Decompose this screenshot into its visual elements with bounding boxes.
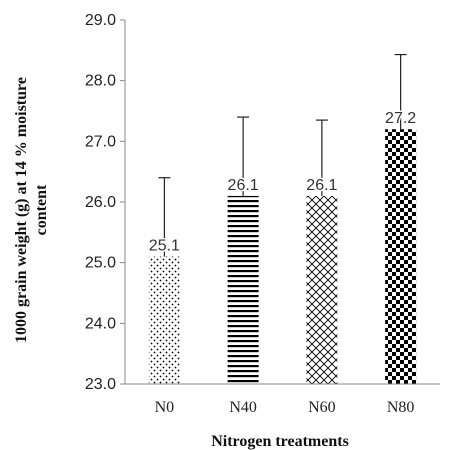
x-axis-labels: N0 N40 N60 N80	[155, 399, 415, 416]
bar-n60	[306, 195, 338, 384]
data-labels: 25.1 26.1 26.1 27.2	[147, 109, 417, 256]
bars	[148, 129, 417, 384]
x-tick-label: N0	[155, 399, 175, 416]
bar-n40	[227, 195, 259, 384]
x-tick-label: N80	[387, 399, 415, 416]
data-label-n0: 25.1	[149, 238, 180, 255]
bar-n80	[385, 129, 417, 384]
x-axis-title: Nitrogen treatments	[211, 433, 349, 450]
data-label-n40: 26.1	[228, 177, 259, 194]
y-axis-ticks: 23.0 24.0 25.0 26.0 27.0 28.0 29.0	[85, 12, 125, 393]
y-axis-title: 1000 grain weight (g) at 14 % moisture c…	[13, 77, 50, 343]
y-tick-label: 23.0	[85, 376, 116, 393]
y-tick-label: 27.0	[85, 133, 116, 150]
y-tick-label: 29.0	[85, 12, 116, 29]
y-axis-title-line-2: content	[33, 184, 50, 235]
data-label-n80: 27.2	[385, 110, 416, 127]
bar-n0	[148, 256, 180, 384]
data-label-n60: 26.1	[306, 177, 337, 194]
y-tick-label: 25.0	[85, 255, 116, 272]
y-tick-label: 26.0	[85, 194, 116, 211]
x-tick-label: N60	[308, 399, 336, 416]
y-tick-label: 28.0	[85, 73, 116, 90]
error-bars	[158, 53, 407, 257]
y-axis-title-line-1: 1000 grain weight (g) at 14 % moisture	[13, 77, 30, 343]
y-tick-label: 24.0	[85, 315, 116, 332]
x-tick-label: N40	[229, 399, 257, 416]
